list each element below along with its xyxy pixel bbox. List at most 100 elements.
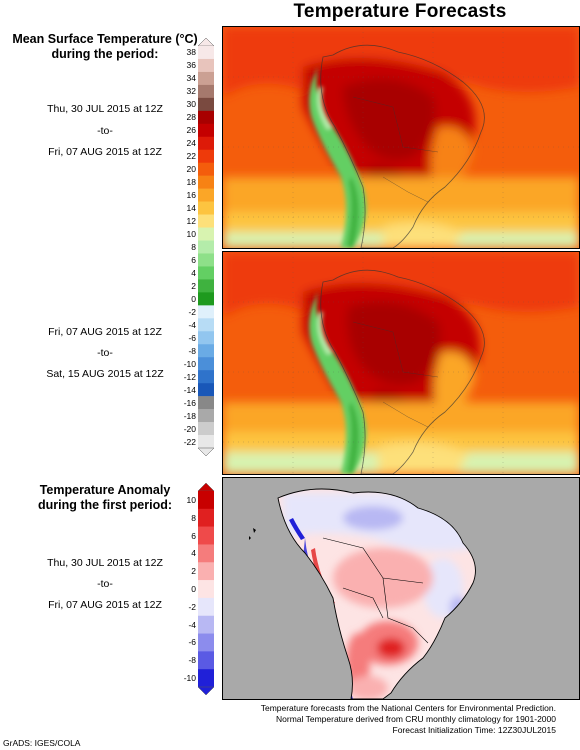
temperature-colorbar-swatch [198, 71, 214, 86]
temperature-colorbar-swatch [198, 123, 214, 138]
anomaly-colorbar-swatch [198, 491, 214, 510]
anomaly-colorbar-swatch [198, 580, 214, 599]
temperature-colorbar-swatch [198, 292, 214, 306]
temperature-colorbar-tick-label: 36 [186, 60, 196, 71]
temperature-colorbar-tick-label: -6 [188, 332, 196, 343]
temperature-colorbar-tick-label: 28 [186, 112, 196, 123]
period2-start: Fri, 07 AUG 2015 at 12Z [48, 326, 162, 338]
temperature-colorbar-swatch [198, 331, 214, 345]
temperature-legend-heading-line2: during the period: [51, 47, 159, 61]
temperature-colorbar-tick-label: -22 [183, 436, 196, 447]
temperature-colorbar-tick-label: 16 [186, 190, 196, 201]
temperature-colorbar-swatch [198, 383, 214, 397]
anomaly-colorbar-tick-label: 4 [191, 548, 196, 559]
anomaly-colorbar-tick-label: 10 [186, 494, 196, 505]
temperature-colorbar-swatch [198, 357, 214, 371]
temperature-colorbar-tick-label: -12 [183, 371, 196, 382]
temperature-colorbar-tick-label: -2 [188, 306, 196, 317]
anomaly-colorbar-tick-label: -2 [188, 601, 196, 612]
temperature-colorbar-tick-label: 26 [186, 125, 196, 136]
temperature-colorbar-tick-label: 32 [186, 86, 196, 97]
anomaly-colorbar-bottom-arrow [197, 686, 215, 695]
anomaly-legend-heading-line2: during the first period: [37, 498, 173, 512]
temperature-colorbar-tick-label: 6 [191, 254, 196, 265]
temperature-colorbar-swatch [198, 58, 214, 73]
temperature-colorbar-swatch [198, 84, 214, 99]
anomaly-colorbar-swatch [198, 508, 214, 527]
credits: Temperature forecasts from the National … [261, 703, 556, 736]
temperature-colorbar-tick-label: 2 [191, 280, 196, 291]
anomaly-colorbar-tick-label: 8 [191, 512, 196, 523]
temperature-colorbar-swatch [198, 110, 214, 125]
temperature-colorbar-tick-label: 20 [186, 164, 196, 175]
temperature-colorbar-swatch [198, 227, 214, 241]
temperature-colorbar [197, 38, 215, 456]
anomaly-colorbar-swatch [198, 651, 214, 670]
temperature-colorbar-swatch [198, 46, 214, 60]
anomaly-colorbar-swatch [198, 633, 214, 652]
temperature-colorbar-tick-label: 22 [186, 151, 196, 162]
anomaly-colorbar [197, 483, 215, 695]
credits-line1: Temperature forecasts from the National … [260, 703, 556, 713]
credits-line2: Normal Temperature derived from CRU mont… [276, 714, 556, 724]
credits-line3: Forecast Initialization Time: 12Z30JUL20… [392, 725, 556, 735]
temperature-colorbar-tick-label: 30 [186, 99, 196, 110]
temperature-colorbar-tick-label: -14 [183, 384, 196, 395]
anomaly-colorbar-tick-label: 6 [191, 530, 196, 541]
temperature-colorbar-tick-label: -4 [188, 319, 196, 330]
page-title: Temperature Forecasts [293, 1, 507, 22]
temperature-colorbar-tick-label: 38 [186, 47, 196, 58]
anomaly-colorbar-tick-label: -6 [188, 637, 196, 648]
temperature-colorbar-swatch [198, 279, 214, 293]
temperature-legend-heading-line1: Mean Surface Temperature (°C) [12, 32, 198, 46]
temperature-colorbar-swatch [198, 201, 214, 215]
anomaly-colorbar-tick-label: 2 [191, 566, 196, 577]
anomaly-colorbar-tick-label: -4 [188, 619, 196, 630]
temperature-colorbar-bottom-arrow [197, 447, 215, 456]
temperature-colorbar-tick-label: 10 [186, 229, 196, 240]
period1-start: Thu, 30 JUL 2015 at 12Z [47, 103, 163, 115]
temperature-colorbar-swatch [198, 136, 214, 151]
anomaly-colorbar-tick-label: 0 [191, 584, 196, 594]
temperature-colorbar-tick-label: -16 [183, 397, 196, 408]
temperature-colorbar-swatch [198, 162, 214, 176]
temperature-colorbar-top-arrow [197, 38, 215, 47]
temperature-colorbar-tick-label: 8 [191, 242, 196, 252]
temperature-colorbar-swatch [198, 266, 214, 280]
temperature-colorbar-tick-label: 12 [186, 216, 196, 227]
temperature-colorbar-swatch [198, 188, 214, 202]
anomaly-colorbar-top-arrow [197, 483, 215, 492]
grads-credit: GrADS: IGES/COLA [3, 738, 81, 748]
anomaly-legend-heading-line1: Temperature Anomaly [39, 483, 171, 497]
temperature-colorbar-swatch [198, 97, 214, 112]
temperature-colorbar-tick-label: -18 [183, 410, 196, 421]
temperature-colorbar-swatch [198, 318, 214, 332]
anomaly-colorbar-swatch [198, 544, 214, 563]
anomaly-colorbar-tick-label: -8 [188, 655, 196, 666]
temperature-anomaly-map [222, 477, 580, 700]
temperature-colorbar-tick-label: -20 [183, 423, 196, 434]
period1-separator: -to- [97, 125, 113, 137]
anomaly-period-end: Fri, 07 AUG 2015 at 12Z [48, 599, 162, 611]
period2-end: Sat, 15 AUG 2015 at 12Z [46, 368, 164, 380]
temperature-colorbar-swatch [198, 305, 214, 319]
period1-end: Fri, 07 AUG 2015 at 12Z [48, 146, 162, 158]
temperature-colorbar-swatch [198, 253, 214, 267]
temperature-colorbar-swatch [198, 409, 214, 423]
temperature-colorbar-swatch [198, 422, 214, 436]
anomaly-colorbar-swatch [198, 562, 214, 581]
anomaly-colorbar-swatch [198, 669, 214, 688]
anomaly-period-start: Thu, 30 JUL 2015 at 12Z [47, 557, 163, 569]
temperature-map-period1 [222, 26, 580, 249]
temperature-colorbar-swatch [198, 435, 214, 449]
anomaly-colorbar-tick-label: -10 [183, 673, 196, 684]
temperature-legend-heading: Mean Surface Temperature (°C) during the… [0, 32, 210, 62]
temperature-map-period2 [222, 251, 580, 475]
temperature-colorbar-tick-label: 34 [186, 73, 196, 84]
temperature-colorbar-tick-label: 18 [186, 177, 196, 188]
temperature-colorbar-tick-label: 4 [191, 267, 196, 278]
temperature-colorbar-swatch [198, 370, 214, 384]
temperature-colorbar-swatch [198, 214, 214, 228]
anomaly-colorbar-swatch [198, 597, 214, 617]
temperature-colorbar-tick-label: 14 [186, 203, 196, 214]
